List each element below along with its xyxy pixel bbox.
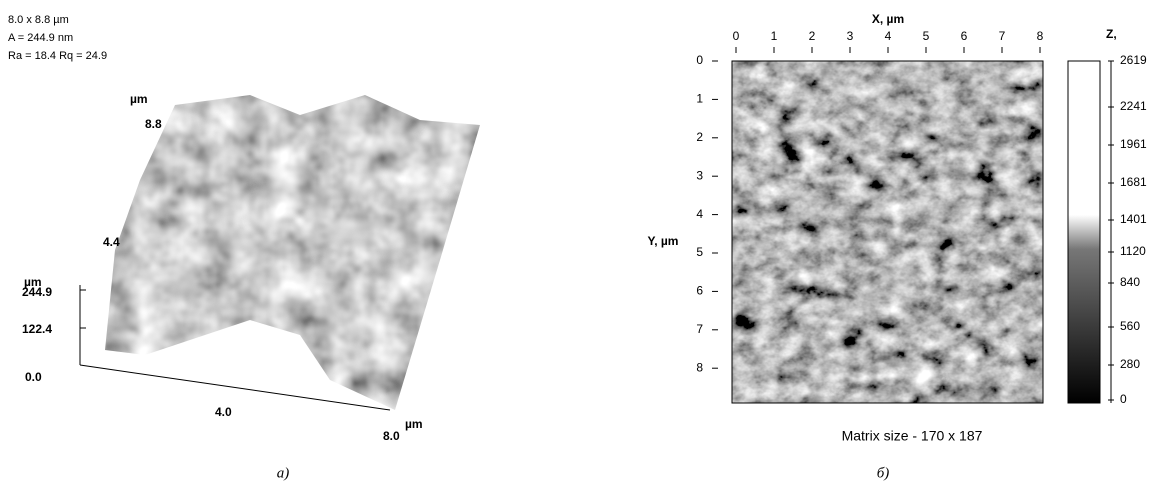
axis-label: 122.4 bbox=[22, 322, 52, 336]
colorbar-tick-label: 840 bbox=[1120, 275, 1140, 289]
axis-label: 0.0 bbox=[25, 370, 42, 384]
colorbar-tick-label: 1961 bbox=[1120, 137, 1147, 151]
y-title: Y, µm bbox=[648, 234, 679, 248]
y-tick-label: 7 bbox=[696, 322, 703, 336]
x-tick-label: 5 bbox=[923, 29, 930, 43]
colorbar-tick-label: 1401 bbox=[1120, 212, 1147, 226]
colorbar-tick-label: 1681 bbox=[1120, 175, 1147, 189]
x-tick-label: 2 bbox=[809, 29, 816, 43]
height-map bbox=[732, 61, 1043, 403]
x-tick-label: 4 bbox=[885, 29, 892, 43]
info-line: A = 244.9 nm bbox=[8, 32, 73, 44]
surface-3d bbox=[100, 90, 490, 420]
y-tick-label: 2 bbox=[696, 130, 703, 144]
axis-unit: µm bbox=[130, 92, 148, 106]
colorbar bbox=[1068, 61, 1100, 403]
y-tick-label: 3 bbox=[696, 168, 703, 182]
x-tick-label: 0 bbox=[733, 29, 740, 43]
figure: 8.0 x 8.8 µm A = 244.9 nm Ra = 18.4 Rq =… bbox=[0, 0, 1163, 491]
x-tick-label: 6 bbox=[961, 29, 968, 43]
y-tick-label: 0 bbox=[696, 53, 703, 67]
axis-label: 4.4 bbox=[103, 235, 120, 249]
y-tick-label: 8 bbox=[696, 360, 703, 374]
axis-unit: µm bbox=[405, 417, 423, 431]
x-title: X, µm bbox=[872, 12, 904, 26]
caption: a) bbox=[277, 465, 290, 481]
axis-label: 4.0 bbox=[215, 405, 232, 419]
y-tick-label: 1 bbox=[696, 92, 703, 106]
caption: б) bbox=[877, 465, 890, 481]
colorbar-tick-label: 2619 bbox=[1120, 53, 1147, 67]
colorbar-tick-label: 1120 bbox=[1120, 244, 1146, 258]
colorbar-tick-label: 560 bbox=[1120, 319, 1140, 333]
x-tick-label: 8 bbox=[1037, 29, 1044, 43]
colorbar-tick-label: 280 bbox=[1120, 357, 1140, 371]
y-tick-label: 6 bbox=[696, 284, 703, 298]
info-line: 8.0 x 8.8 µm bbox=[8, 14, 69, 26]
colorbar-tick-label: 0 bbox=[1120, 392, 1127, 406]
colorbar-title: Z, bbox=[1106, 27, 1117, 41]
footer: Matrix size - 170 x 187 bbox=[842, 428, 983, 444]
axis-label: 8.0 bbox=[383, 429, 400, 443]
axis-label: 8.8 bbox=[145, 117, 162, 131]
x-tick-label: 7 bbox=[999, 29, 1006, 43]
y-tick-label: 5 bbox=[696, 245, 703, 259]
y-tick-label: 4 bbox=[696, 207, 703, 221]
colorbar-tick-label: 2241 bbox=[1120, 99, 1147, 113]
info-line: Ra = 18.4 Rq = 24.9 bbox=[8, 50, 107, 62]
x-tick-label: 1 bbox=[771, 29, 778, 43]
axis-label: 244.9 bbox=[22, 285, 52, 299]
x-tick-label: 3 bbox=[847, 29, 854, 43]
